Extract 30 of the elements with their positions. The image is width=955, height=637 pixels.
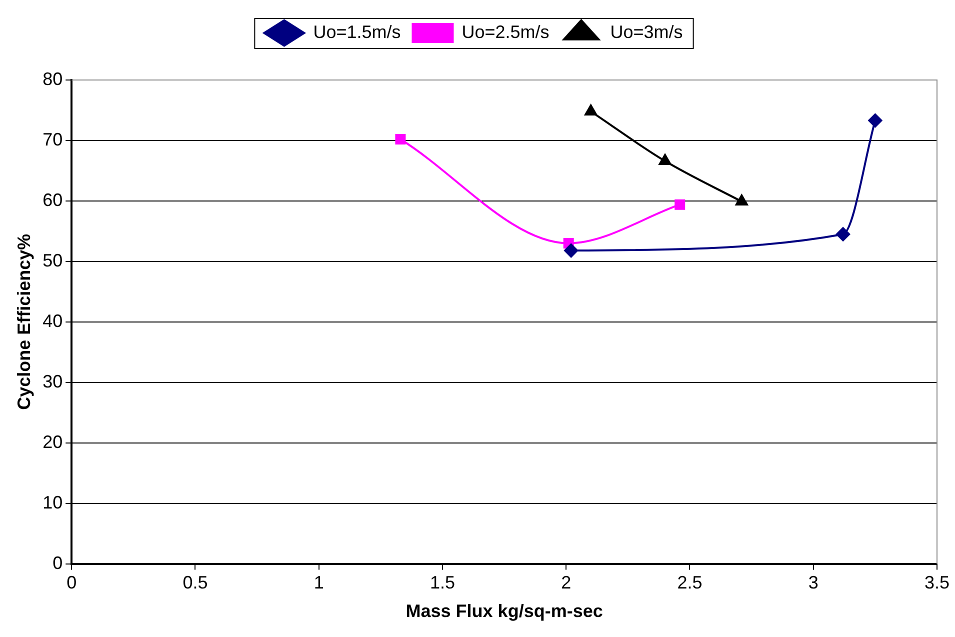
- y-axis-title: Cyclone Efficiency%: [14, 234, 34, 410]
- point: [564, 244, 578, 258]
- point: [836, 227, 850, 242]
- x-tick-label: 1: [314, 572, 324, 593]
- y-tick-label: 70: [42, 129, 63, 150]
- point: [674, 199, 686, 210]
- legend-label: Uo=1.5m/s: [313, 22, 401, 42]
- y-tick-label: 40: [42, 310, 63, 331]
- y-tick-label: 80: [42, 68, 63, 89]
- x-tick-label: 2: [561, 572, 572, 593]
- y-tick-label: 20: [42, 432, 63, 452]
- x-tick-label: 3: [808, 572, 818, 593]
- x-tick-label: 2.5: [677, 572, 702, 593]
- legend-label: Uo=3m/s: [610, 22, 683, 42]
- y-tick-label: 10: [42, 492, 63, 512]
- y-tick-label: 30: [42, 371, 63, 392]
- y-tick-label: 50: [42, 250, 63, 270]
- point: [584, 104, 598, 116]
- x-tick-label: 1.5: [430, 572, 456, 593]
- point: [868, 114, 882, 128]
- y-tick-label: 60: [42, 190, 63, 210]
- point: [395, 134, 406, 145]
- legend-label: Uo=2.5m/s: [462, 22, 550, 42]
- y-tick-label: 0: [52, 552, 63, 573]
- x-tick-label: 0: [66, 572, 77, 593]
- x-tick-label: 3.5: [924, 572, 950, 593]
- point: [735, 194, 748, 206]
- x-tick-label: 0.5: [182, 572, 208, 593]
- point: [658, 154, 672, 166]
- x-axis-title: Mass Flux kg/sq-m-sec: [406, 601, 603, 622]
